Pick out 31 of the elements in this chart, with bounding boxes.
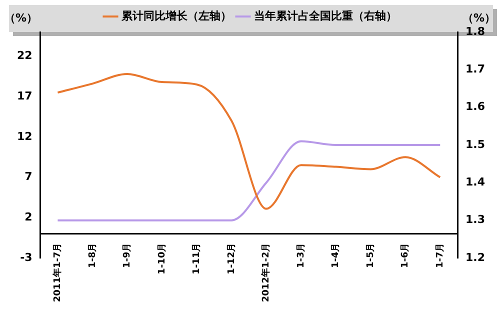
y-tick-label: 2 xyxy=(24,210,32,224)
y-tick-label: 22 xyxy=(16,49,32,62)
x-tick-label: 1-11月 xyxy=(191,242,202,274)
y2-tick-label: 1.2 xyxy=(466,250,486,264)
y-tick-label: 7 xyxy=(24,170,32,184)
y2-tick-label: 1.5 xyxy=(466,138,486,151)
x-tick-label: 1-3月 xyxy=(295,242,306,268)
y-tick-label: -3 xyxy=(20,250,32,264)
x-tick-label: 1-8月 xyxy=(86,242,98,268)
y-axis-title: （%） xyxy=(4,11,38,24)
line-series xyxy=(56,140,442,222)
x-tick-label: 1-4月 xyxy=(330,242,342,268)
x-tick-label: 1-5月 xyxy=(364,242,376,268)
x-tick-label: 1-12月 xyxy=(226,242,237,274)
y2-tick-label: 1.6 xyxy=(466,100,486,114)
y-tick-label: 12 xyxy=(16,130,32,143)
x-tick-label: 1-10月 xyxy=(156,242,168,274)
x-tick-label: 1-6月 xyxy=(400,242,411,268)
x-tick-label: 1-9月 xyxy=(122,242,133,268)
y2-tick-label: 1.8 xyxy=(466,24,486,38)
y2-tick-label: 1.3 xyxy=(466,213,486,226)
x-tick-label: 2011年1-7月 xyxy=(52,242,64,302)
y2-tick-label: 1.7 xyxy=(466,62,486,76)
legend-label: 当年累计占全国比重（右轴） xyxy=(254,9,397,22)
x-tick-label: 1-7月 xyxy=(434,242,446,268)
y2-tick-label: 1.4 xyxy=(466,176,486,189)
legend-label: 累计同比增长（左轴） xyxy=(120,9,232,22)
x-tick-label: 2012年1-2月 xyxy=(260,242,272,302)
y2-axis-title: （%） xyxy=(462,11,496,24)
y-tick-label: 17 xyxy=(16,89,32,102)
line-series xyxy=(56,72,442,210)
